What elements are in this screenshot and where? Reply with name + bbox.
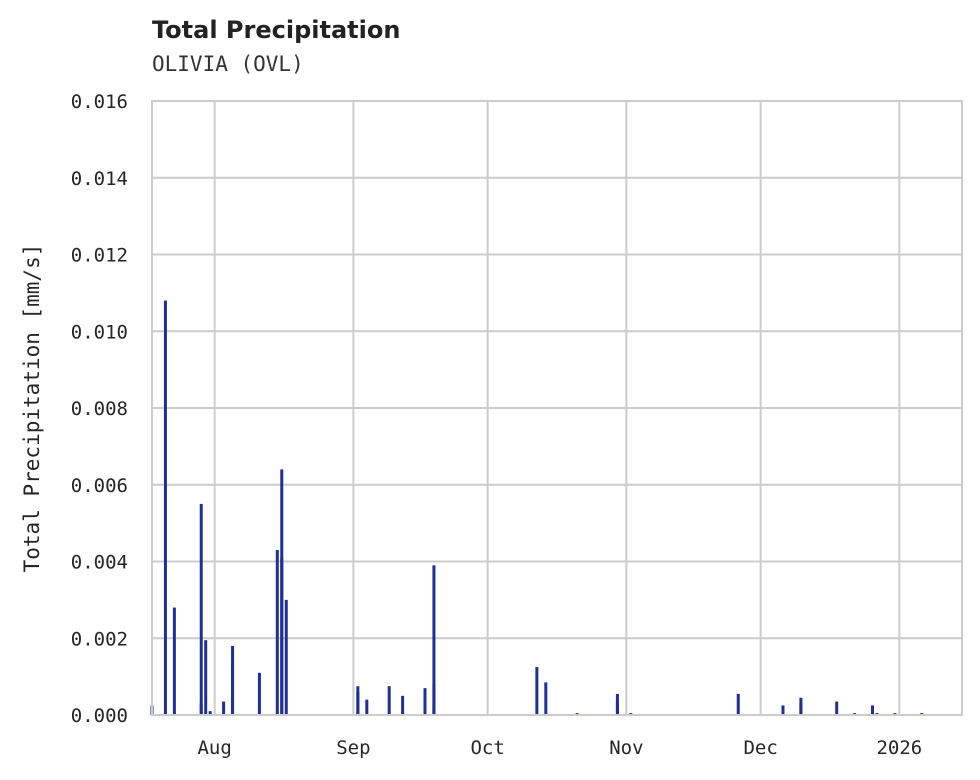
x-tick-labels: Aug Sep Oct Nov Dec 2026 <box>197 737 922 759</box>
precip-bar <box>432 565 436 715</box>
precip-bar <box>781 705 785 715</box>
precip-bar <box>257 672 261 715</box>
precip-bar <box>204 640 208 715</box>
precip-bar <box>432 705 436 715</box>
bar-series <box>150 300 924 715</box>
y-tick-label: 0.010 <box>71 321 128 343</box>
y-tick-labels: 0.000 0.002 0.004 0.006 0.008 0.010 0.012 0.014… <box>71 91 128 727</box>
y-tick-label: 0.004 <box>71 552 128 574</box>
precip-bar <box>835 701 839 715</box>
y-tick-label: 0.002 <box>71 628 128 650</box>
precip-bar <box>544 682 548 715</box>
x-tick-label: Dec <box>743 737 777 759</box>
x-tick-label: Aug <box>197 737 231 759</box>
y-tick-label: 0.016 <box>71 91 128 113</box>
y-tick-label: 0.012 <box>71 245 128 267</box>
precip-bar <box>222 701 226 715</box>
precip-bar <box>535 667 539 715</box>
precip-bar <box>231 665 235 715</box>
precip-bar <box>799 703 803 715</box>
precip-bar <box>870 705 874 715</box>
y-tick-label: 0.000 <box>71 705 128 727</box>
precip-bar <box>284 599 288 715</box>
precip-bar <box>280 557 284 715</box>
gridlines <box>152 100 962 716</box>
precip-bar <box>423 688 427 715</box>
chart-title: Total Precipitation <box>152 16 401 44</box>
precip-bar <box>163 300 167 715</box>
precip-bar <box>199 503 203 715</box>
x-tick-label: 2026 <box>876 737 922 759</box>
x-tick-label: Nov <box>609 737 643 759</box>
precip-bar <box>615 701 619 715</box>
plot-frame <box>151 100 963 716</box>
precip-bar <box>401 695 405 715</box>
precip-bar <box>172 607 176 715</box>
precip-bar <box>387 686 391 715</box>
y-tick-label: 0.014 <box>71 168 128 190</box>
precip-bar <box>356 691 360 715</box>
precip-bar <box>275 549 279 715</box>
y-tick-label: 0.006 <box>71 475 128 497</box>
x-tick-label: Sep <box>336 737 370 759</box>
precip-bar <box>199 703 203 715</box>
precip-bar <box>365 699 369 715</box>
precip-bar <box>432 684 436 715</box>
precip-bar <box>208 711 212 715</box>
precip-bar <box>736 693 740 715</box>
chart-subtitle: OLIVIA (OVL) <box>152 52 304 76</box>
y-tick-label: 0.008 <box>71 398 128 420</box>
x-tick-label: Oct <box>470 737 504 759</box>
